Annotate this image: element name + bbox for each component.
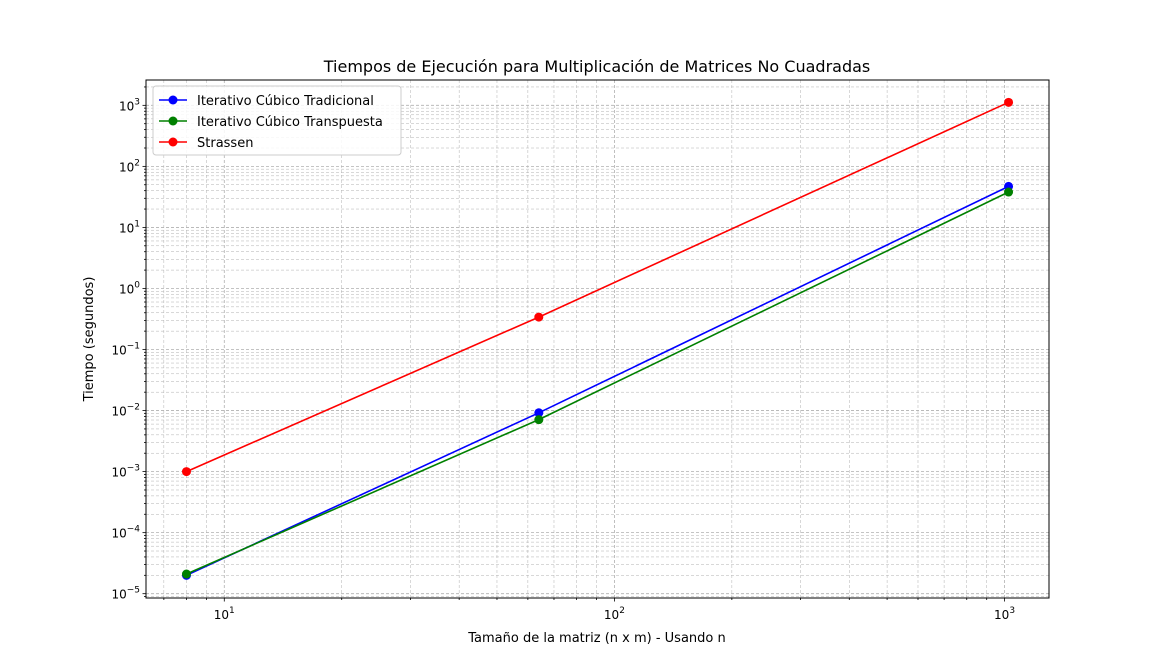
legend-box xyxy=(152,85,402,156)
series-line-1 xyxy=(186,185,1009,577)
series-lines xyxy=(181,97,1014,580)
series-point-3 xyxy=(181,467,191,477)
series-point-2 xyxy=(181,569,191,579)
legend-marker xyxy=(168,116,178,126)
x-axis-label: Tamaño de la matriz (n x m) - Usando n xyxy=(467,631,725,646)
legend-marker xyxy=(168,137,178,147)
y-tick-label: 102 xyxy=(119,158,140,174)
grid-lines xyxy=(146,80,1049,598)
series-point-1 xyxy=(534,408,544,418)
series-point-2 xyxy=(1004,187,1014,197)
x-tick-label: 103 xyxy=(994,606,1015,622)
plot-area-frame xyxy=(145,79,1050,599)
y-tick-label: 103 xyxy=(119,97,140,113)
y-axis-label: Tiempo (segundos) xyxy=(82,277,97,403)
legend: Iterativo Cúbico Tradicional Iterativo Cú… xyxy=(152,85,402,156)
legend-label: Iterativo Cúbico Tradicional xyxy=(197,94,374,109)
series-line-2 xyxy=(186,191,1009,575)
series-point-2 xyxy=(534,415,544,425)
series-line-3 xyxy=(186,101,1009,473)
y-tick-label: 10−4 xyxy=(111,525,140,541)
axis-ticks: 101 102 103 10−5 10−4 10−3 10−2 10−1 100 101 102 10… xyxy=(111,86,1015,622)
y-tick-label: 10−2 xyxy=(111,403,140,419)
legend-marker xyxy=(168,95,178,105)
legend-label: Strassen xyxy=(197,136,253,151)
legend-label: Iterativo Cúbico Transpuesta xyxy=(197,115,383,130)
y-tick-label: 10−5 xyxy=(111,586,140,602)
x-tick-label: 102 xyxy=(604,606,625,622)
chart-title: Tiempos de Ejecución para Multiplicación… xyxy=(323,57,871,76)
y-tick-label: 10−1 xyxy=(111,342,140,358)
series-point-3 xyxy=(534,312,544,322)
y-tick-label: 101 xyxy=(119,219,140,235)
y-tick-label: 10−3 xyxy=(111,464,140,480)
series-point-3 xyxy=(1004,97,1014,107)
x-tick-label: 101 xyxy=(214,606,235,622)
y-tick-label: 100 xyxy=(119,280,140,296)
